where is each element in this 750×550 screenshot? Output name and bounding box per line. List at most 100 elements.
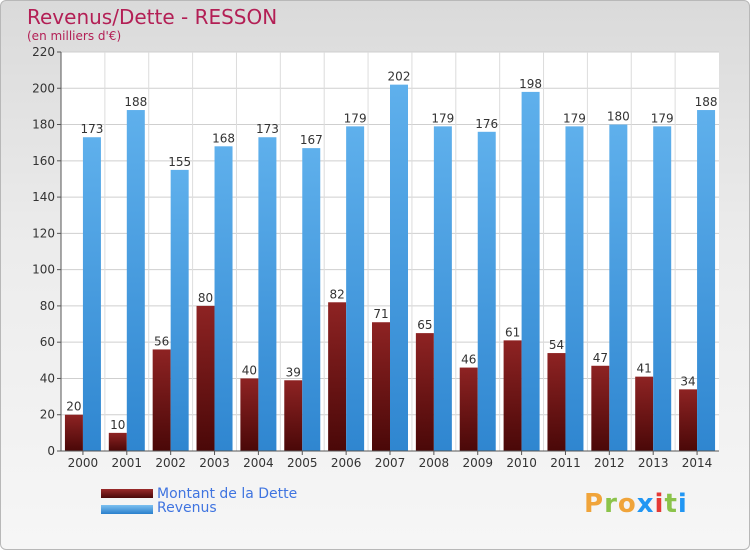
x-tick-label: 2008 <box>419 456 450 470</box>
bar-debt <box>459 367 478 451</box>
bar-revenue <box>302 148 321 451</box>
data-label-revenue: 173 <box>80 122 103 136</box>
data-label-revenue: 188 <box>124 95 147 109</box>
brand-logo-letter: P <box>584 489 605 519</box>
data-label-revenue: 179 <box>651 111 674 125</box>
y-tick-label: 60 <box>40 335 55 349</box>
data-label-revenue: 173 <box>256 122 279 136</box>
bar-debt <box>372 322 390 451</box>
bar-revenue <box>433 126 452 451</box>
bar-revenue <box>653 126 672 451</box>
y-tick-label: 140 <box>32 190 55 204</box>
data-label-debt: 34 <box>680 374 695 388</box>
data-label-debt: 20 <box>66 400 81 414</box>
bar-debt <box>591 365 610 451</box>
data-label-revenue: 202 <box>388 70 411 84</box>
chart-title: Revenus/Dette - RESSON <box>27 5 278 29</box>
brand-logo-letter: i <box>677 489 688 519</box>
x-tick-label: 2009 <box>462 456 493 470</box>
x-tick-label: 2000 <box>68 456 99 470</box>
brand-logo: Proxiti <box>584 489 688 519</box>
bar-revenue <box>565 126 584 451</box>
x-tick-label: 2013 <box>638 456 669 470</box>
y-tick-label: 160 <box>32 154 55 168</box>
bar-debt <box>240 378 259 451</box>
data-label-debt: 10 <box>110 418 125 432</box>
bar-debt <box>503 340 522 451</box>
data-label-revenue: 188 <box>695 95 718 109</box>
brand-logo-letter: x <box>636 489 655 519</box>
axes <box>57 51 719 455</box>
bar-revenue <box>126 110 145 451</box>
bar-debt <box>64 414 83 451</box>
brand-logo-letter: t <box>664 489 678 519</box>
data-label-debt: 47 <box>593 351 608 365</box>
bar-debt <box>679 389 698 451</box>
bar-revenue <box>521 91 540 452</box>
x-tick-label: 2011 <box>550 456 581 470</box>
bar-revenue <box>346 126 365 451</box>
brand-logo-letter: r <box>604 489 618 519</box>
data-label-debt: 56 <box>154 334 169 348</box>
y-tick-label: 0 <box>47 444 55 458</box>
data-label-revenue: 155 <box>168 155 191 169</box>
labels: 0 20 40 60 80 100 120 140 160 180 200 220 20 173 2000 1… <box>32 45 717 470</box>
data-label-revenue: 179 <box>431 111 454 125</box>
data-label-debt: 46 <box>461 353 476 367</box>
y-tick-label: 100 <box>32 263 55 277</box>
bar-revenue <box>170 169 189 452</box>
x-tick-label: 2010 <box>506 456 537 470</box>
bar-debt <box>284 380 303 451</box>
y-tick-label: 40 <box>40 371 55 385</box>
legend-label-debt: Montant de la Dette <box>157 486 298 502</box>
brand-logo-letter: o <box>617 489 637 519</box>
brand-logo-letter: i <box>654 489 665 519</box>
chart-unit-label: (en milliers d'€) <box>27 29 122 43</box>
data-label-debt: 41 <box>637 362 652 376</box>
data-label-debt: 54 <box>549 338 564 352</box>
x-tick-label: 2007 <box>375 456 406 470</box>
bars <box>64 84 716 452</box>
bar-revenue <box>214 146 233 452</box>
x-tick-label: 2006 <box>331 456 362 470</box>
bar-debt <box>635 376 654 451</box>
data-label-debt: 40 <box>242 363 257 377</box>
bar-revenue <box>477 131 496 452</box>
y-tick-label: 200 <box>32 81 55 95</box>
bar-revenue <box>697 110 716 451</box>
bar-debt <box>152 349 171 451</box>
x-tick-label: 2001 <box>112 456 143 470</box>
data-label-debt: 82 <box>329 287 344 301</box>
data-label-revenue: 198 <box>519 77 542 91</box>
x-tick-label: 2003 <box>199 456 230 470</box>
legend-swatch-debt <box>101 489 153 498</box>
x-tick-label: 2012 <box>594 456 625 470</box>
y-tick-label: 120 <box>32 226 55 240</box>
data-label-debt: 65 <box>417 318 432 332</box>
x-tick-label: 2004 <box>243 456 274 470</box>
bar-revenue <box>609 124 628 451</box>
data-label-debt: 71 <box>373 307 388 321</box>
data-label-revenue: 168 <box>212 131 235 145</box>
y-tick-label: 20 <box>40 408 55 422</box>
x-tick-label: 2002 <box>155 456 186 470</box>
data-label-debt: 61 <box>505 325 520 339</box>
bar-debt <box>108 432 127 451</box>
data-label-debt: 39 <box>286 365 301 379</box>
bar-debt <box>547 353 566 451</box>
y-tick-label: 180 <box>32 118 55 132</box>
data-label-revenue: 179 <box>344 111 367 125</box>
legend-swatch-revenue <box>101 505 153 514</box>
x-tick-label: 2005 <box>287 456 318 470</box>
data-label-debt: 80 <box>198 291 213 305</box>
bar-revenue <box>390 84 408 452</box>
legend-label-revenue: Revenus <box>157 500 217 516</box>
y-tick-label: 80 <box>40 299 55 313</box>
data-label-revenue: 179 <box>563 111 586 125</box>
x-tick-label: 2014 <box>682 456 713 470</box>
data-label-revenue: 167 <box>300 133 323 147</box>
data-label-revenue: 180 <box>607 110 630 124</box>
bar-debt <box>415 333 434 451</box>
